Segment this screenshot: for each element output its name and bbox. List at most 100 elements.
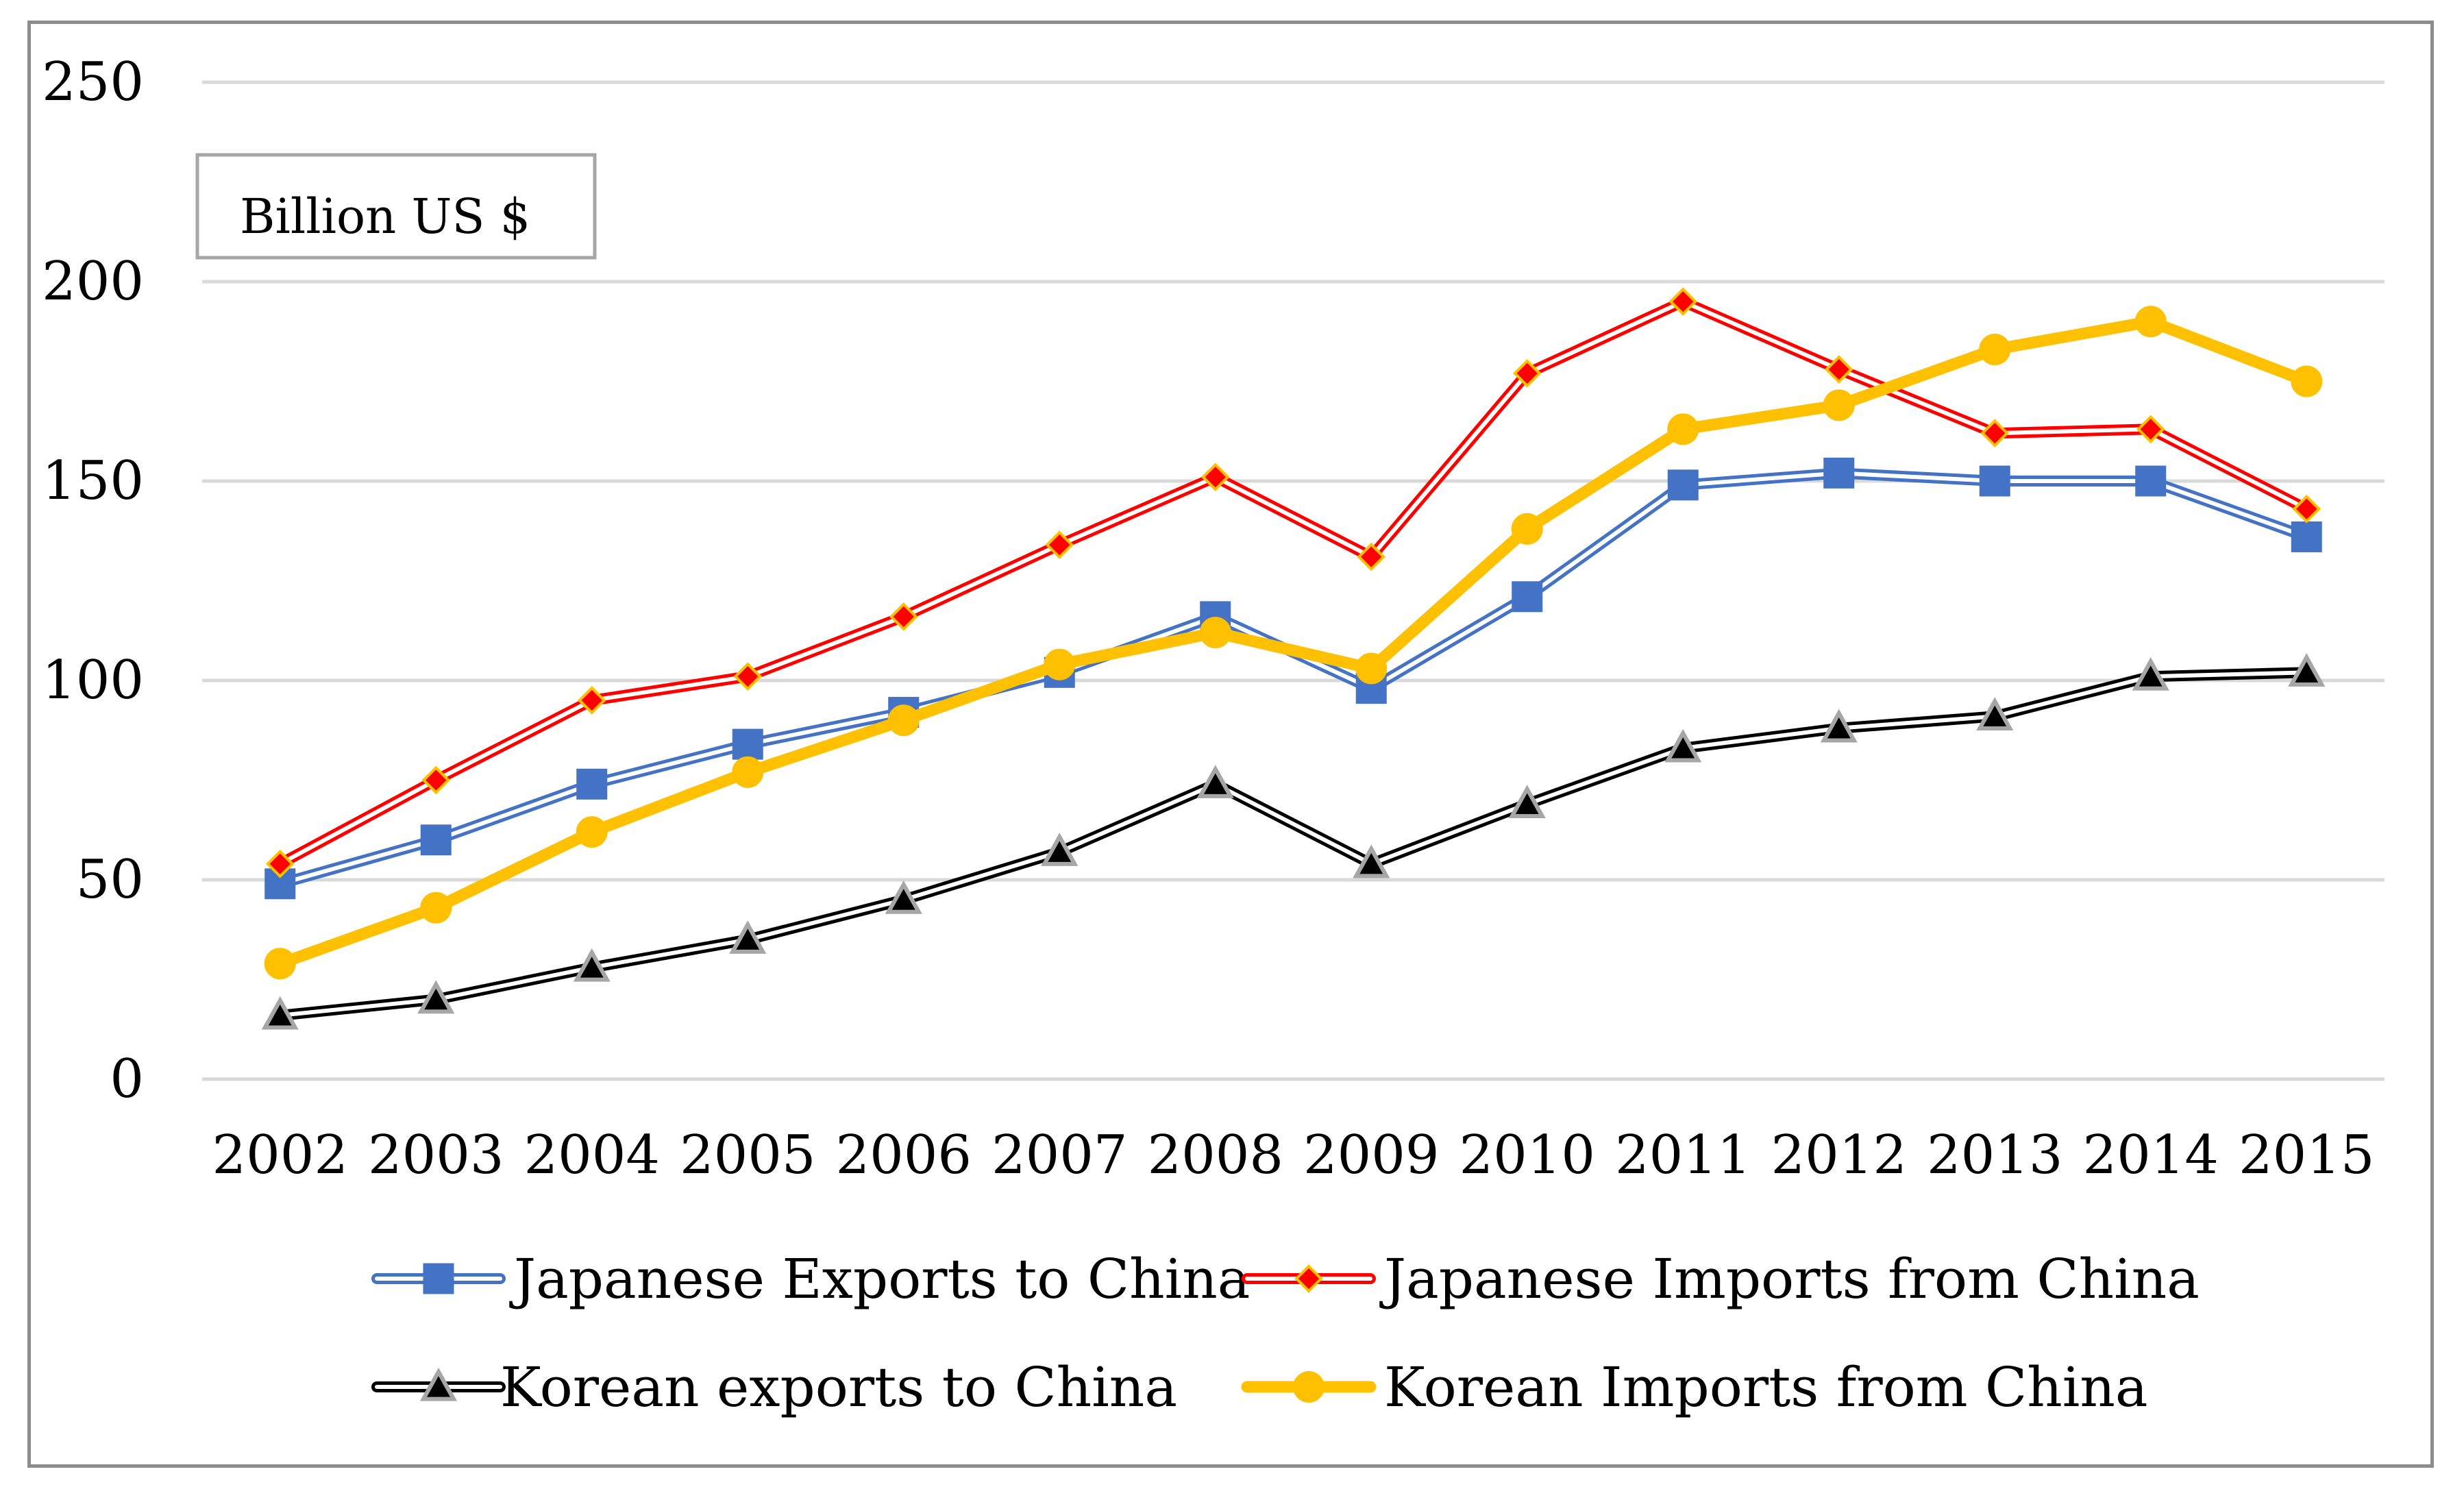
series-japanese-imports-from-china bbox=[265, 287, 2321, 878]
legend-item-japanese-exports-to-china: Japanese Exports to China bbox=[371, 1247, 1250, 1311]
marker-square bbox=[576, 768, 608, 800]
marker-square bbox=[732, 728, 763, 760]
y-tick-label: 50 bbox=[76, 849, 144, 911]
marker-circle bbox=[887, 704, 920, 737]
series-korean-exports-to-china bbox=[261, 653, 2326, 1030]
marker-square bbox=[1667, 469, 1699, 501]
legend-item-korean-exports-to-china: Korean exports to China bbox=[371, 1355, 1177, 1419]
marker-circle bbox=[420, 891, 452, 924]
grid-lines bbox=[202, 80, 2385, 1081]
marker-triangle bbox=[1041, 833, 1079, 866]
legend-label: Japanese Exports to China bbox=[509, 1247, 1250, 1311]
x-tick-label: 2004 bbox=[523, 1124, 660, 1186]
x-tick-label: 2003 bbox=[368, 1124, 504, 1186]
marker-triangle bbox=[1353, 844, 1390, 878]
legend-label: Korean Imports from China bbox=[1384, 1355, 2148, 1419]
marker-square bbox=[423, 1263, 454, 1294]
x-tick-label: 2013 bbox=[1927, 1124, 2063, 1186]
legend-label: Korean exports to China bbox=[500, 1355, 1177, 1419]
y-tick-label: 250 bbox=[42, 51, 144, 113]
marker-circle bbox=[1293, 1371, 1325, 1403]
x-tick-label: 2005 bbox=[680, 1124, 816, 1186]
series-korean-exports-to-china-inner-line bbox=[278, 670, 2309, 1018]
marker-triangle bbox=[1508, 785, 1546, 819]
marker-square bbox=[420, 824, 452, 856]
marker-circle bbox=[2291, 365, 2323, 397]
marker-diamond bbox=[1824, 355, 1853, 384]
marker-diamond bbox=[733, 662, 763, 691]
series-korean-imports-from-china bbox=[264, 306, 2323, 980]
marker-triangle bbox=[261, 996, 299, 1030]
x-tick-label: 2011 bbox=[1615, 1124, 1751, 1186]
x-tick-label: 2010 bbox=[1459, 1124, 1595, 1186]
marker-triangle bbox=[2288, 653, 2326, 687]
marker-circle bbox=[1355, 652, 1388, 685]
marker-circle bbox=[576, 816, 608, 848]
x-tick-label: 2008 bbox=[1147, 1124, 1283, 1186]
marker-square bbox=[2135, 465, 2167, 497]
x-tick-label: 2015 bbox=[2239, 1124, 2375, 1186]
marker-triangle bbox=[1196, 765, 1234, 798]
unit-label: Billion US $ bbox=[240, 188, 530, 245]
marker-triangle bbox=[417, 980, 455, 1014]
series-korean-imports-from-china-line bbox=[274, 315, 2313, 970]
marker-triangle bbox=[573, 948, 611, 982]
marker-diamond bbox=[577, 686, 606, 715]
marker-diamond bbox=[1294, 1264, 1323, 1293]
x-tick-label: 2014 bbox=[2082, 1124, 2219, 1186]
marker-diamond bbox=[889, 602, 918, 631]
marker-square bbox=[1979, 465, 2010, 497]
marker-circle bbox=[1044, 648, 1076, 680]
series-lines bbox=[261, 287, 2326, 1030]
marker-diamond bbox=[1200, 463, 1230, 492]
x-tick-label: 2002 bbox=[212, 1124, 348, 1186]
marker-circle bbox=[1979, 333, 2011, 365]
marker-circle bbox=[264, 948, 296, 980]
series-japanese-exports-to-china bbox=[264, 457, 2322, 900]
marker-triangle bbox=[1664, 728, 1702, 763]
y-tick-label: 150 bbox=[42, 450, 144, 512]
unit-label-frame bbox=[195, 153, 597, 260]
y-tick-label: 200 bbox=[42, 251, 144, 312]
chart-frame bbox=[27, 21, 2434, 1468]
marker-circle bbox=[1199, 617, 1231, 649]
marker-square bbox=[1512, 581, 1543, 613]
legend-item-japanese-imports-from-china: Japanese Imports from China bbox=[1242, 1247, 2200, 1311]
y-axis-tick-labels: 0 50 100 150 200 250 bbox=[42, 51, 144, 1110]
marker-triangle bbox=[1976, 697, 2014, 730]
marker-triangle bbox=[1820, 709, 1858, 743]
marker-diamond bbox=[2292, 494, 2321, 524]
marker-square bbox=[2291, 521, 2322, 552]
x-tick-label: 2009 bbox=[1303, 1124, 1440, 1186]
legend: Japanese Exports to China Japanese Import… bbox=[371, 1247, 2200, 1419]
marker-diamond bbox=[265, 849, 295, 878]
marker-circle bbox=[1823, 389, 1855, 421]
marker-diamond bbox=[1512, 359, 1542, 388]
marker-circle bbox=[1511, 513, 1543, 545]
marker-diamond bbox=[421, 765, 451, 795]
unit-label-box: Billion US $ bbox=[195, 153, 597, 260]
marker-square bbox=[1823, 457, 1855, 489]
legend-item-korean-imports-from-china: Korean Imports from China bbox=[1241, 1355, 2148, 1419]
y-tick-label: 100 bbox=[42, 650, 144, 711]
marker-diamond bbox=[2136, 415, 2165, 444]
marker-circle bbox=[1667, 413, 1699, 445]
x-tick-label: 2012 bbox=[1771, 1124, 1907, 1186]
marker-circle bbox=[2134, 306, 2167, 338]
marker-diamond bbox=[1980, 419, 2010, 447]
marker-triangle bbox=[729, 920, 767, 954]
x-axis-tick-labels: 2002 2003 2004 2005 2006 2007 2008 2009 2010 2011… bbox=[212, 1124, 2374, 1186]
x-tick-label: 2006 bbox=[835, 1124, 972, 1186]
y-tick-label: 0 bbox=[110, 1048, 144, 1110]
marker-diamond bbox=[1357, 542, 1386, 571]
marker-diamond bbox=[1045, 530, 1074, 559]
marker-circle bbox=[732, 756, 764, 788]
x-tick-label: 2007 bbox=[991, 1124, 1128, 1186]
series-japanese-imports-from-china-inner-line bbox=[278, 299, 2309, 866]
legend-label: Japanese Imports from China bbox=[1379, 1247, 2200, 1311]
marker-triangle bbox=[419, 1367, 458, 1401]
marker-triangle bbox=[2132, 657, 2169, 691]
marker-diamond bbox=[1668, 287, 1698, 316]
marker-triangle bbox=[885, 880, 922, 914]
